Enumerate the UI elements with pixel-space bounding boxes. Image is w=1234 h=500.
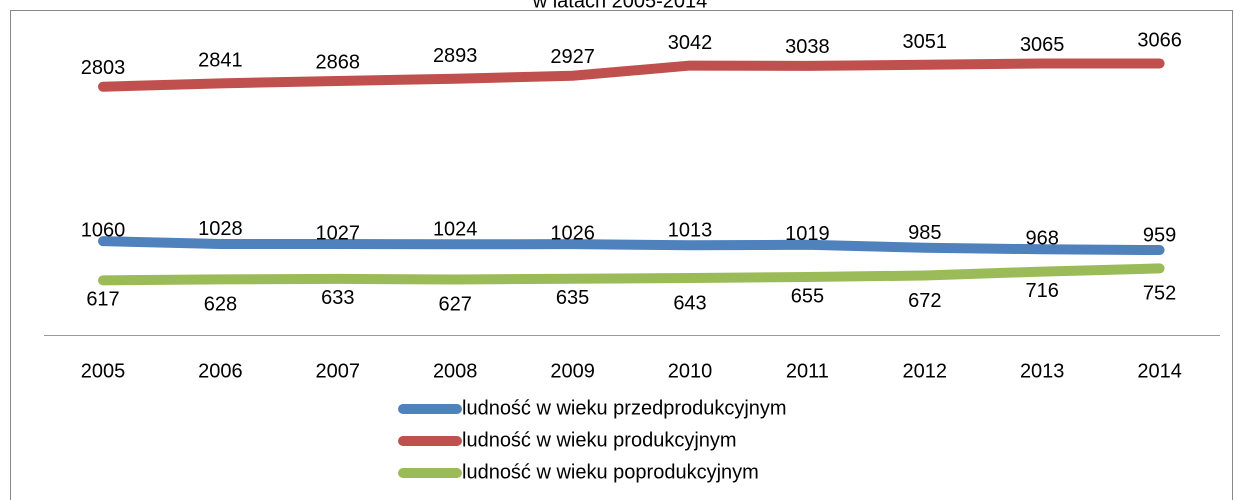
data-label: 3042 [668, 32, 713, 54]
data-label: 752 [1143, 283, 1176, 305]
chart-frame [10, 10, 1233, 500]
data-label: 968 [1026, 228, 1059, 250]
x-tick-label: 2011 [786, 360, 829, 382]
data-label: 635 [556, 287, 589, 309]
data-label: 2927 [550, 46, 595, 68]
chart-title: w latach 2005-2014 [532, 0, 708, 12]
legend-label: ludność w wieku przedprodukcyjnym [462, 397, 787, 419]
x-tick-label: 2013 [1020, 360, 1065, 382]
data-label: 959 [1143, 224, 1176, 246]
data-label: 716 [1026, 280, 1059, 302]
x-tick-label: 2006 [198, 360, 243, 382]
data-label: 1060 [81, 219, 126, 241]
series-line [98, 58, 1165, 92]
x-tick-label: 2007 [316, 360, 361, 382]
data-label: 655 [791, 285, 824, 307]
x-tick-label: 2012 [903, 360, 948, 382]
title-background [300, 0, 940, 10]
series-line [98, 263, 1165, 286]
legend-label: ludność w wieku produkcyjnym [462, 429, 737, 451]
data-label: 3038 [785, 36, 830, 58]
x-tick-label: 2005 [81, 360, 126, 382]
data-label: 643 [673, 292, 706, 314]
data-label: 672 [908, 290, 941, 312]
data-label: 1024 [433, 219, 478, 241]
data-label: 1028 [198, 218, 243, 240]
series-line [98, 236, 1165, 256]
data-label: 3066 [1137, 30, 1182, 52]
x-tick-label: 2014 [1137, 360, 1182, 382]
data-label: 1027 [316, 222, 361, 244]
data-label: 633 [321, 287, 354, 309]
data-label: 2803 [81, 57, 126, 79]
legend-label: ludność w wieku poprodukcyjnym [462, 461, 759, 483]
data-label: 617 [86, 289, 119, 311]
data-label: 1026 [550, 222, 595, 244]
x-tick-label: 2008 [433, 360, 478, 382]
data-label: 2893 [433, 45, 478, 67]
data-label: 985 [908, 222, 941, 244]
data-label: 3051 [903, 31, 948, 53]
x-tick-label: 2010 [668, 360, 713, 382]
data-label: 2841 [198, 50, 243, 72]
data-label: 628 [204, 294, 237, 316]
data-label: 1013 [668, 220, 713, 242]
data-label: 1019 [785, 223, 830, 245]
data-label: 2868 [316, 51, 361, 73]
data-label: 3065 [1020, 34, 1065, 56]
data-label: 627 [439, 294, 472, 316]
x-tick-label: 2009 [550, 360, 595, 382]
